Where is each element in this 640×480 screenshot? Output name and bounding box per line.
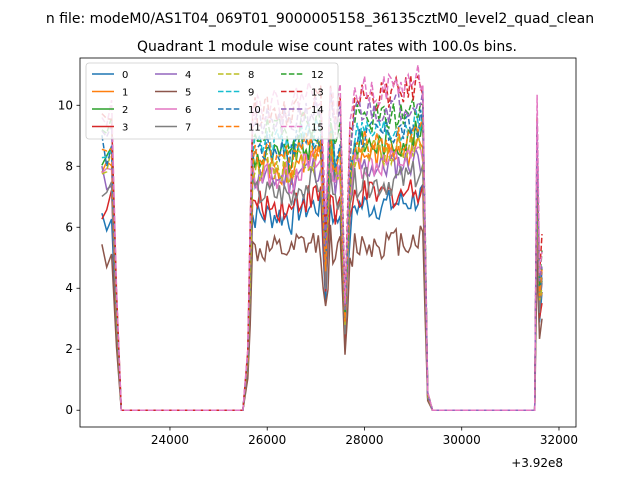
legend-label-10: 10	[248, 105, 261, 116]
legend-label-4: 4	[185, 70, 191, 81]
legend-label-13: 13	[311, 88, 324, 99]
legend-label-15: 15	[311, 123, 324, 134]
legend-label-12: 12	[311, 70, 324, 81]
x-tick-label: 26000	[248, 433, 286, 447]
series-line-3	[101, 179, 543, 411]
legend-label-0: 0	[122, 70, 128, 81]
chart-title: Quadrant 1 module wise count rates with …	[137, 39, 517, 55]
series-line-8	[101, 132, 543, 411]
x-axis-offset-label: +3.92e8	[511, 456, 563, 470]
legend-label-3: 3	[122, 123, 128, 134]
legend-label-8: 8	[248, 70, 254, 81]
y-tick-label: 4	[65, 281, 73, 295]
axes-frame	[79, 57, 577, 428]
series-line-4	[101, 145, 543, 411]
series-line-10	[101, 109, 543, 411]
x-tick-label: 32000	[540, 433, 578, 447]
y-tick-label: 0	[65, 403, 73, 417]
x-tick-label: 28000	[345, 433, 383, 447]
x-tick-label: 24000	[151, 433, 189, 447]
legend-label-6: 6	[185, 105, 191, 116]
legend-label-2: 2	[122, 105, 128, 116]
legend-label-1: 1	[122, 88, 128, 99]
y-tick-label: 10	[58, 98, 73, 112]
legend-frame	[85, 62, 339, 140]
y-tick-label: 8	[65, 159, 73, 173]
series-line-5	[101, 224, 543, 411]
x-tick-label: 30000	[443, 433, 481, 447]
figure-suptitle: n file: modeM0/AS1T04_069T01_9000005158_…	[46, 11, 594, 27]
y-tick-label: 6	[65, 220, 73, 234]
series-line-7	[101, 161, 543, 411]
series-line-11	[101, 117, 543, 411]
legend-label-9: 9	[248, 88, 254, 99]
legend-label-14: 14	[311, 105, 324, 116]
legend-label-5: 5	[185, 88, 191, 99]
legend-label-7: 7	[185, 123, 191, 134]
y-tick-label: 2	[65, 342, 73, 356]
legend-label-11: 11	[248, 123, 261, 134]
